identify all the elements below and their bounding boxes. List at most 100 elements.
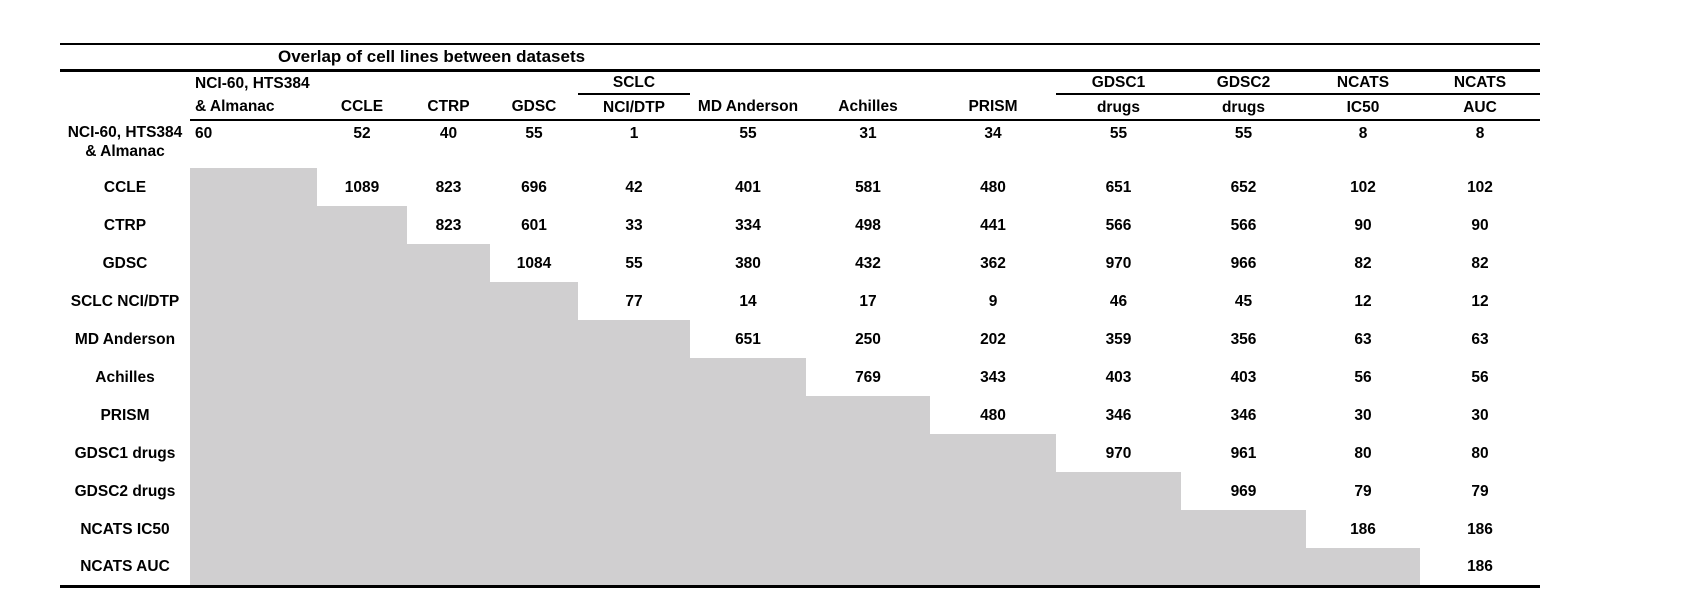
overlap-value-cell: 56 — [1354, 368, 1372, 386]
shaded-cell — [190, 396, 317, 434]
overlap-value-cell: 55 — [625, 254, 643, 272]
row-label: PRISM — [100, 406, 150, 424]
overlap-value-cell: 432 — [855, 254, 881, 272]
overlap-value-cell: 186 — [1420, 548, 1540, 588]
overlap-value-cell: 498 — [855, 216, 881, 234]
overlap-value-cell: 356 — [1230, 330, 1257, 348]
shaded-cell — [690, 510, 806, 548]
overlap-value-cell: 55 — [525, 125, 543, 142]
row-label: NCI-60, HTS384 & Almanac — [67, 124, 183, 160]
shaded-cell — [806, 472, 930, 510]
overlap-value-cell: 80 — [1354, 444, 1372, 462]
overlap-value-cell: 250 — [855, 330, 881, 348]
shaded-cell — [407, 396, 490, 434]
column-header-bottom: & Almanac — [190, 94, 317, 121]
overlap-value-cell: 102 — [1467, 178, 1493, 196]
overlap-value-cell: 566 — [1230, 216, 1257, 234]
overlap-value-cell: 55 — [1234, 125, 1253, 142]
overlap-value-cell: 1 — [629, 125, 639, 142]
overlap-value-cell: 63 — [1354, 330, 1372, 348]
shaded-cell — [190, 472, 317, 510]
overlap-value-cell: 82 — [1354, 254, 1372, 272]
shaded-cell — [190, 358, 317, 396]
overlap-value-cell: 186 — [1467, 520, 1493, 538]
column-header-bottom: Achilles — [806, 94, 930, 121]
column-header-top: SCLC — [578, 72, 690, 95]
column-header-bottom: NCI/DTP — [578, 94, 690, 121]
overlap-value-cell: 45 — [1234, 292, 1253, 310]
shaded-cell — [930, 510, 1056, 548]
row-label: CTRP — [103, 216, 147, 234]
shaded-cell — [407, 244, 490, 282]
shaded-cell — [317, 396, 407, 434]
corner-cell — [60, 72, 190, 94]
shaded-cell — [690, 396, 806, 434]
overlap-value-cell: 102 — [1350, 178, 1376, 196]
overlap-value-cell: 651 — [1105, 178, 1132, 196]
overlap-value-cell: 33 — [625, 216, 643, 234]
shaded-cell — [490, 282, 578, 320]
overlap-value-cell: 359 — [1105, 330, 1132, 348]
overlap-value-cell: 380 — [735, 254, 761, 272]
shaded-cell — [190, 434, 317, 472]
shaded-cell — [317, 510, 407, 548]
column-header-top — [407, 72, 490, 94]
overlap-table-container: Overlap of cell lines between datasets N… — [60, 43, 1540, 588]
overlap-value-cell: 8 — [1475, 125, 1485, 142]
overlap-value-cell: 601 — [521, 216, 547, 234]
overlap-value-cell: 652 — [1230, 178, 1257, 196]
column-header-bottom: GDSC — [490, 94, 578, 121]
column-header-bottom: PRISM — [930, 94, 1056, 121]
shaded-cell — [490, 472, 578, 510]
overlap-value-cell: 346 — [1230, 406, 1257, 424]
shaded-cell — [317, 244, 407, 282]
overlap-value-cell: 77 — [625, 292, 643, 310]
overlap-value-cell: 1089 — [344, 178, 380, 196]
shaded-cell — [190, 282, 317, 320]
table-title: Overlap of cell lines between datasets — [278, 47, 586, 66]
overlap-value-cell: 696 — [521, 178, 547, 196]
shaded-cell — [690, 472, 806, 510]
overlap-value-cell: 1084 — [516, 254, 552, 272]
column-header-bottom: drugs — [1181, 94, 1306, 121]
overlap-value-cell: 90 — [1471, 216, 1489, 234]
overlap-value-cell: 30 — [1354, 406, 1372, 424]
overlap-value-cell: 581 — [855, 178, 881, 196]
overlap-value-cell: 40 — [439, 125, 458, 142]
overlap-value-cell: 202 — [980, 330, 1006, 348]
overlap-value-cell: 56 — [1471, 368, 1489, 386]
overlap-value-cell: 769 — [855, 368, 881, 386]
overlap-value-cell: 80 — [1471, 444, 1489, 462]
row-label: GDSC2 drugs — [74, 482, 176, 500]
overlap-value-cell: 55 — [739, 125, 757, 142]
column-header-top: NCI-60, HTS384 — [195, 75, 310, 92]
overlap-value-cell: 401 — [735, 178, 761, 196]
shaded-cell — [490, 434, 578, 472]
column-header-bottom: CCLE — [317, 94, 407, 121]
overlap-value-cell: 441 — [980, 216, 1006, 234]
shaded-cell — [578, 358, 690, 396]
overlap-value-cell: 334 — [735, 216, 761, 234]
shaded-cell — [407, 510, 490, 548]
shaded-cell — [1181, 548, 1306, 588]
overlap-value-cell: 8 — [1358, 125, 1368, 142]
row-label: SCLC NCI/DTP — [70, 292, 180, 310]
overlap-value-cell: 30 — [1471, 406, 1489, 424]
row-label: CCLE — [103, 178, 147, 196]
shaded-cell — [490, 358, 578, 396]
overlap-value-cell: 961 — [1230, 444, 1257, 462]
row-label: Achilles — [95, 368, 155, 386]
shaded-cell — [930, 472, 1056, 510]
overlap-value-cell: 970 — [1105, 254, 1132, 272]
shaded-cell — [190, 206, 317, 244]
shaded-cell — [407, 358, 490, 396]
shaded-cell — [578, 510, 690, 548]
overlap-value-cell: 46 — [1109, 292, 1128, 310]
overlap-value-cell: 55 — [1109, 125, 1128, 142]
overlap-value-cell: 90 — [1354, 216, 1372, 234]
shaded-cell — [930, 548, 1056, 588]
row-label: NCATS IC50 — [80, 520, 170, 538]
overlap-value-cell: 343 — [980, 368, 1006, 386]
column-header-top: GDSC2 — [1181, 72, 1306, 95]
overlap-value-cell: 79 — [1471, 482, 1489, 500]
